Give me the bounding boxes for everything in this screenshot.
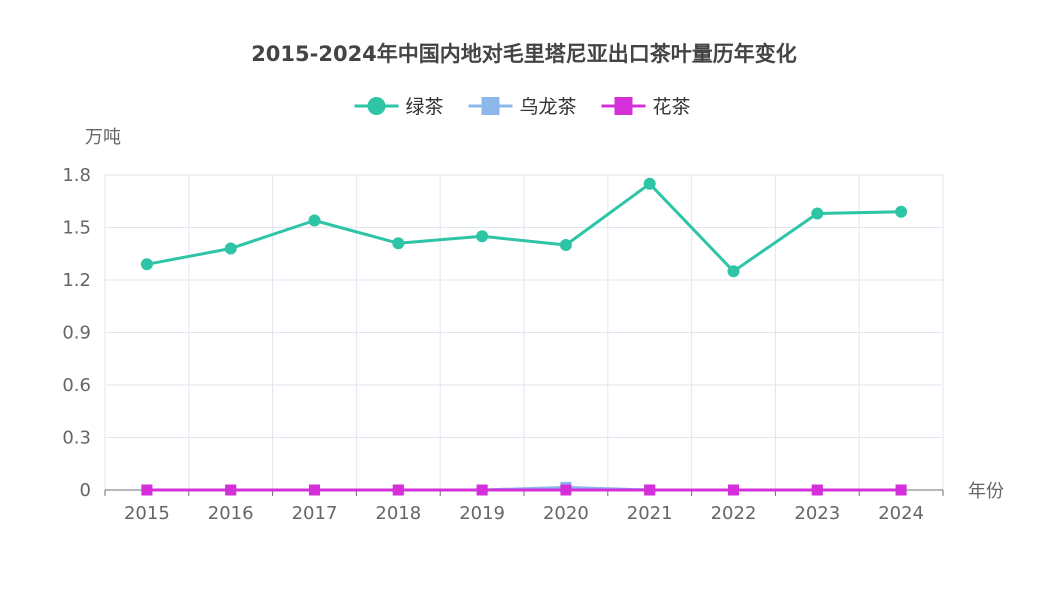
data-point xyxy=(644,484,656,496)
y-tick-label: 0.9 xyxy=(62,323,91,344)
x-tick-label: 2024 xyxy=(878,503,924,524)
legend-marker xyxy=(367,97,386,115)
x-axis-label: 年份 xyxy=(968,481,1004,502)
x-tick-label: 2016 xyxy=(208,503,254,524)
data-point xyxy=(728,484,739,496)
data-point xyxy=(476,484,488,496)
data-point xyxy=(141,484,153,496)
data-point xyxy=(895,205,908,218)
data-point xyxy=(225,484,237,496)
chart-title: 2015-2024年中国内地对毛里塔尼亚出口茶叶量历年变化 xyxy=(251,42,797,66)
data-point xyxy=(643,177,656,190)
y-tick-label: 1.2 xyxy=(62,270,91,291)
data-point xyxy=(476,230,489,243)
legend-label: 乌龙茶 xyxy=(520,96,577,118)
x-tick-label: 2017 xyxy=(292,503,338,524)
y-axis-label: 万吨 xyxy=(85,127,121,148)
data-point xyxy=(811,207,824,220)
legend-label: 花茶 xyxy=(653,96,691,118)
legend: 绿茶 乌龙茶 花茶 xyxy=(354,96,691,118)
legend-label: 绿茶 xyxy=(406,96,444,118)
data-point xyxy=(224,242,237,255)
data-point xyxy=(811,484,823,496)
data-point xyxy=(392,484,404,496)
data-point xyxy=(560,484,572,496)
series-layer xyxy=(140,177,908,496)
data-point xyxy=(140,258,153,271)
series-line xyxy=(146,182,902,273)
y-tick-label: 0.3 xyxy=(62,428,91,449)
x-tick-label: 2021 xyxy=(627,503,673,524)
data-point xyxy=(392,237,405,250)
x-tick-label: 2019 xyxy=(459,503,505,524)
x-tick-label: 2018 xyxy=(375,503,421,524)
data-point xyxy=(559,239,572,251)
y-tick-label: 0 xyxy=(80,480,91,501)
grid xyxy=(104,174,944,490)
y-tick-label: 0.6 xyxy=(62,375,91,396)
data-point xyxy=(309,484,320,496)
data-point xyxy=(895,484,907,496)
y-tick-label: 1.8 xyxy=(62,165,91,186)
data-point xyxy=(727,265,740,278)
y-tick-label: 1.5 xyxy=(62,218,91,239)
x-tick-label: 2020 xyxy=(543,503,589,524)
x-tick-label: 2015 xyxy=(124,503,170,524)
legend-marker xyxy=(614,97,633,115)
data-point xyxy=(308,214,321,227)
x-tick-label: 2023 xyxy=(794,503,840,524)
legend-marker xyxy=(481,97,500,115)
x-tick-label: 2022 xyxy=(711,503,757,524)
